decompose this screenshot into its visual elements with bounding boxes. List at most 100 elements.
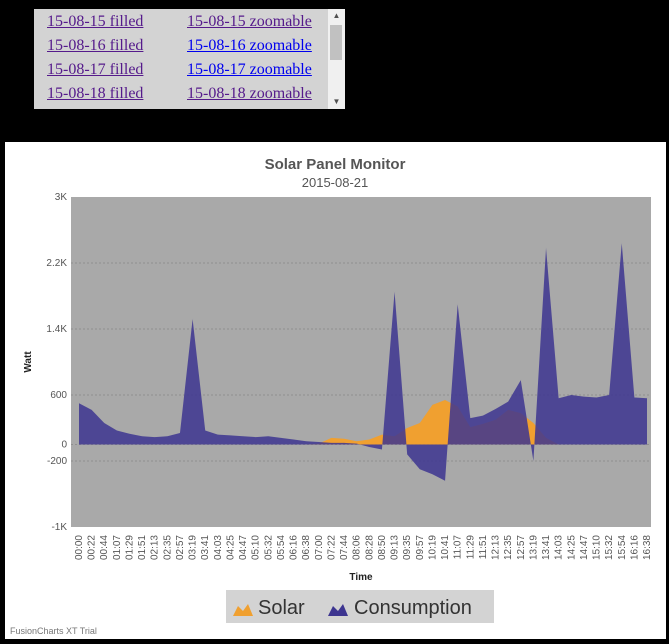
point-solar [406,427,408,429]
x-tick-label: 06:38 [301,535,312,560]
filled-chart-link[interactable]: 15-08-17 filled [47,61,144,78]
x-tick-label: 01:07 [112,535,123,560]
point-consumption [381,448,383,450]
x-tick-label: 13:41 [541,535,552,560]
point-consumption [520,379,522,381]
x-tick-label: 04:25 [225,535,236,560]
scroll-thumb[interactable] [330,25,342,60]
point-solar [368,439,370,441]
point-consumption [103,422,105,424]
x-tick-label: 12:35 [503,535,514,560]
x-tick-label: 02:13 [150,535,161,560]
solar-monitor-chart: Solar Panel Monitor 2015-08-21 3K 2.2K 1.4K 6… [10,156,653,636]
x-tick-label: 03:41 [200,535,211,560]
x-tick-label: 15:54 [617,535,628,560]
point-consumption [154,436,156,438]
x-tick-label: 01:51 [137,535,148,560]
point-consumption [621,242,623,244]
chart-title: Solar Panel Monitor [265,156,406,173]
filled-chart-link[interactable]: 15-08-16 filled [47,37,144,54]
point-consumption [141,435,143,437]
legend-solar-label: Solar [258,597,305,619]
x-tick-label: 05:54 [276,535,287,560]
x-tick-label: 05:32 [263,535,274,560]
legend-box [226,590,494,623]
point-consumption [419,468,421,470]
x-tick-label: 12:57 [516,535,527,560]
point-consumption [280,437,282,439]
x-tick-label: 01:29 [124,535,135,560]
point-solar [356,440,358,442]
point-consumption [570,394,572,396]
link-row: 15-08-16 filled 15-08-16 zoomable [34,35,328,59]
point-consumption [558,397,560,399]
point-consumption [633,396,635,398]
x-axis-title: Time [349,572,373,583]
y-axis-title: Watt [23,351,34,373]
zoomable-chart-link[interactable]: 15-08-18 zoomable [187,85,312,102]
point-consumption [457,303,459,305]
x-tick-label: 14:47 [579,535,590,560]
zoomable-chart-link[interactable]: 15-08-15 zoomable [187,13,312,30]
point-consumption [495,408,497,410]
plot-area [71,197,651,527]
scroll-up-icon[interactable]: ▲ [332,11,341,20]
watermark: FusionCharts XT Trial [10,626,97,636]
point-consumption [318,441,320,443]
chart-card: Solar Panel Monitor 2015-08-21 3K 2.2K 1.4K 6… [5,142,666,639]
point-consumption [91,409,93,411]
x-tick-label: 07:22 [326,535,337,560]
x-tick-label: 14:03 [554,535,565,560]
point-solar [343,438,345,440]
point-consumption [646,397,648,399]
point-consumption [116,429,118,431]
x-tick-label: 11:07 [453,535,464,560]
x-tick-label: 16:38 [642,535,653,560]
x-tick-label: 11:51 [478,535,489,560]
filled-chart-link[interactable]: 15-08-15 filled [47,13,144,30]
x-tick-label: 11:29 [465,535,476,560]
x-tick-label: 08:28 [364,535,375,560]
point-consumption [545,247,547,249]
archive-link-list[interactable]: 15-08-15 filled 15-08-15 zoomable 15-08-16… [34,9,345,109]
x-tick-label: 05:10 [251,535,262,560]
point-consumption [482,415,484,417]
area-consumption [79,243,647,481]
zoomable-chart-link[interactable]: 15-08-17 zoomable [187,61,312,78]
x-tick-label: 13:19 [528,535,539,560]
point-solar [419,422,421,424]
y-tick-label: 3K [55,192,68,203]
point-solar [330,437,332,439]
legend-solar-icon [233,604,253,616]
x-tick-label: 03:19 [188,535,199,560]
point-solar [431,404,433,406]
link-list-scrollbar[interactable]: ▲ ▼ [328,9,345,109]
point-solar [444,399,446,401]
x-tick-label: 16:16 [629,535,640,560]
point-consumption [343,442,345,444]
x-tick-label: 14:25 [566,535,577,560]
x-tick-label: 04:47 [238,535,249,560]
point-consumption [267,435,269,437]
point-consumption [255,436,257,438]
x-tick-label: 10:19 [427,535,438,560]
zoomable-chart-link[interactable]: 15-08-16 zoomable [187,37,312,54]
x-tick-label: 02:35 [162,535,173,560]
point-consumption [330,442,332,444]
point-consumption [406,453,408,455]
point-consumption [305,440,307,442]
point-solar [532,422,534,424]
point-consumption [507,401,509,403]
x-tick-label: 15:32 [604,535,615,560]
point-consumption [532,460,534,462]
link-row: 15-08-18 filled 15-08-18 zoomable [34,83,328,107]
scroll-down-icon[interactable]: ▼ [332,97,341,106]
point-consumption [204,429,206,431]
filled-chart-link[interactable]: 15-08-18 filled [47,85,144,102]
x-tick-label: 00:00 [74,535,85,560]
link-row: 15-08-15 filled 15-08-15 zoomable [34,11,328,35]
point-consumption [217,434,219,436]
point-consumption [179,432,181,434]
point-consumption [166,435,168,437]
x-tick-label: 04:03 [213,535,224,560]
